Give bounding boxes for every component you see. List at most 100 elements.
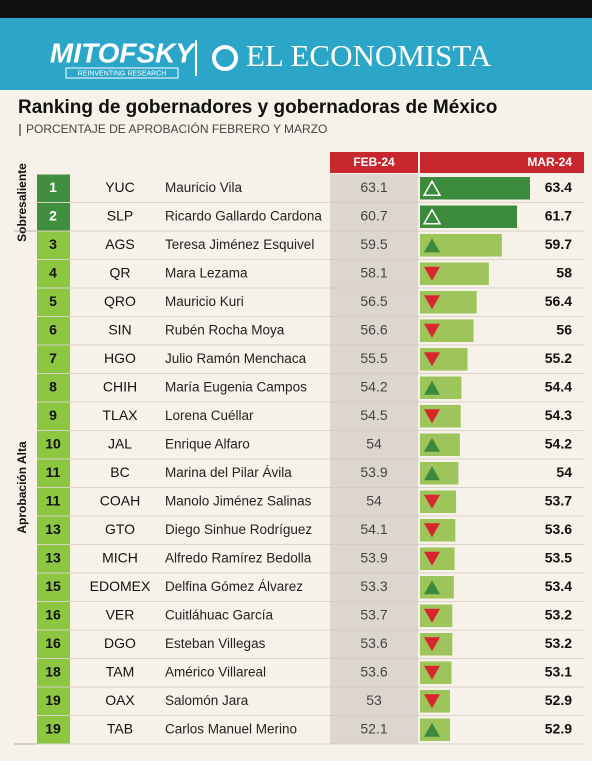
rank: 13	[45, 549, 61, 565]
tagline: REINVENTING RESEARCH	[78, 70, 167, 77]
feb-value: 56.6	[360, 321, 387, 337]
rank-cell	[37, 630, 70, 658]
partner-logo	[212, 45, 238, 71]
mar-value: 53.2	[545, 635, 572, 651]
rank: 4	[49, 264, 57, 280]
governor: Ricardo Gallardo Cardona	[165, 208, 322, 223]
feb-value: 59.5	[360, 236, 387, 252]
feb-value: 60.7	[360, 207, 387, 223]
rank: 2	[49, 207, 57, 223]
mar-header-bg	[420, 152, 584, 173]
trend-arrow	[424, 694, 440, 709]
mar-bar	[420, 519, 456, 542]
state: JAL	[108, 435, 132, 451]
governor: Cuitláhuac García	[165, 607, 274, 622]
trend-arrow	[424, 551, 440, 566]
state: QRO	[104, 293, 136, 309]
state: GTO	[105, 521, 135, 537]
state: VER	[106, 606, 135, 622]
rank: 19	[45, 720, 61, 736]
governor: Julio Ramón Menchaca	[165, 351, 307, 366]
governor: Marina del Pilar Ávila	[165, 465, 292, 480]
rank-cell	[37, 573, 70, 601]
trend-arrow	[424, 409, 440, 424]
trend-arrow	[424, 523, 440, 538]
governor: Alfredo Ramírez Bedolla	[165, 550, 312, 565]
rank: 16	[45, 606, 61, 622]
brand: MITOFSKY	[50, 37, 196, 68]
state: HGO	[104, 350, 136, 366]
state: BC	[110, 464, 129, 480]
trend-arrow	[424, 266, 440, 281]
mar-value: 53.2	[545, 606, 572, 622]
state: EDOMEX	[90, 578, 151, 594]
state: AGS	[105, 236, 135, 252]
state: SIN	[108, 321, 131, 337]
rank: 15	[45, 578, 61, 594]
trend-arrow	[424, 466, 440, 481]
feb-value: 54.5	[360, 407, 387, 423]
group-label: Sobresaliente	[15, 163, 29, 242]
mar-value: 53.4	[545, 578, 572, 594]
mar-bar	[420, 576, 454, 599]
trend-arrow	[424, 380, 440, 395]
partner: EL ECONOMISTA	[246, 38, 492, 73]
trend-arrow	[424, 722, 440, 737]
state: CHIH	[103, 378, 137, 394]
governor: Esteban Villegas	[165, 636, 266, 651]
feb-value: 52.1	[360, 720, 387, 736]
rank-cell	[37, 602, 70, 630]
rank: 19	[45, 692, 61, 708]
governor: Diego Sinhue Rodríguez	[165, 522, 312, 537]
rank-cell	[37, 203, 70, 231]
rank: 10	[45, 435, 61, 451]
governor: Delfina Gómez Álvarez	[165, 579, 303, 594]
trend-arrow	[424, 494, 440, 509]
title: Ranking de gobernadores y gobernadoras d…	[18, 97, 497, 118]
rank-cell	[37, 459, 70, 487]
feb-value: 54.2	[360, 378, 387, 394]
mar-value: 52.9	[545, 720, 572, 736]
feb-value: 55.5	[360, 350, 387, 366]
mar-value: 56	[556, 321, 572, 337]
feb-value: 63.1	[360, 179, 387, 195]
trend-arrow	[422, 179, 442, 196]
mar-value: 54	[556, 464, 572, 480]
rank: 7	[49, 350, 57, 366]
mar-header: MAR-24	[527, 155, 572, 169]
rank-cell	[37, 716, 70, 744]
trend-arrow	[424, 580, 440, 595]
governor: Lorena Cuéllar	[165, 408, 254, 423]
state: TLAX	[102, 407, 138, 423]
rank-cell	[37, 174, 70, 202]
trend-arrow	[422, 208, 442, 225]
trend-arrow	[424, 608, 440, 623]
feb-header: FEB-24	[353, 155, 395, 169]
rank-cell	[37, 659, 70, 687]
mar-value: 54.3	[545, 407, 572, 423]
mar-value: 54.4	[545, 378, 572, 394]
feb-value: 54	[366, 435, 382, 451]
mar-bar	[420, 405, 461, 428]
rank: 3	[49, 236, 57, 252]
mar-value: 63.4	[545, 179, 572, 195]
rank: 9	[49, 407, 57, 423]
feb-value: 53.6	[360, 635, 387, 651]
feb-value: 53.7	[360, 606, 387, 622]
state: YUC	[105, 179, 135, 195]
state: TAM	[106, 663, 135, 679]
governor: Mauricio Vila	[165, 180, 243, 195]
feb-value: 54	[366, 492, 382, 508]
mar-value: 55.2	[545, 350, 572, 366]
state: TAB	[107, 720, 133, 736]
trend-arrow	[424, 637, 440, 652]
state: MICH	[102, 549, 138, 565]
mar-value: 59.7	[545, 236, 572, 252]
feb-value: 54.1	[360, 521, 387, 537]
feb-value: 56.5	[360, 293, 387, 309]
feb-value: 53	[366, 692, 382, 708]
rank-cell	[37, 516, 70, 544]
mar-value: 53.7	[545, 492, 572, 508]
